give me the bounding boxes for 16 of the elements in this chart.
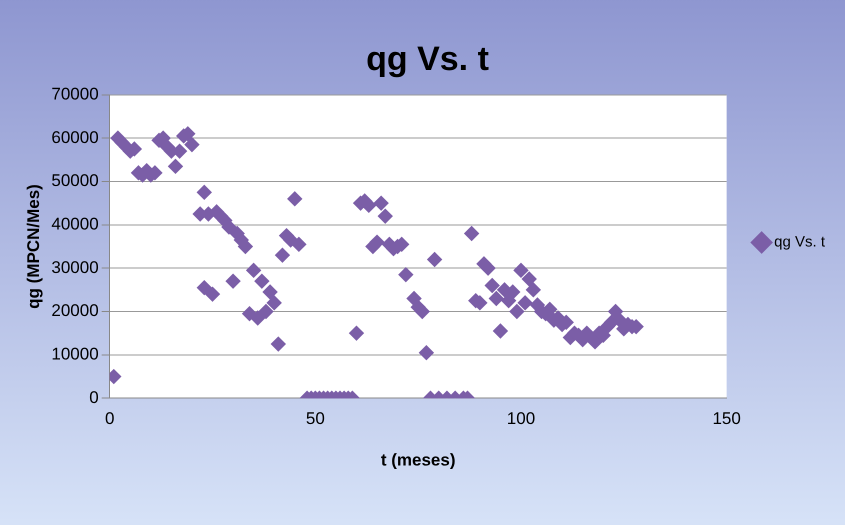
y-tick-label: 60000 — [51, 128, 99, 147]
y-tick-label: 0 — [89, 388, 99, 407]
y-tick-label: 10000 — [51, 344, 99, 364]
x-tick-label: 100 — [506, 409, 536, 428]
y-tick-label: 30000 — [51, 258, 99, 277]
x-axis-title: t (meses) — [380, 450, 456, 470]
x-tick-label: 150 — [712, 409, 741, 428]
y-tick-label: 50000 — [51, 171, 99, 190]
chart-title: qg Vs. t — [366, 40, 489, 78]
x-tick-label: 0 — [104, 409, 114, 428]
y-axis-title: qg (MPCN/Mes) — [24, 184, 43, 309]
y-tick-label: 40000 — [51, 214, 99, 234]
legend-label: qg Vs. t — [774, 234, 826, 251]
x-tick-label: 50 — [306, 409, 325, 428]
y-tick-label: 70000 — [51, 84, 99, 104]
y-tick-label: 20000 — [51, 301, 99, 320]
